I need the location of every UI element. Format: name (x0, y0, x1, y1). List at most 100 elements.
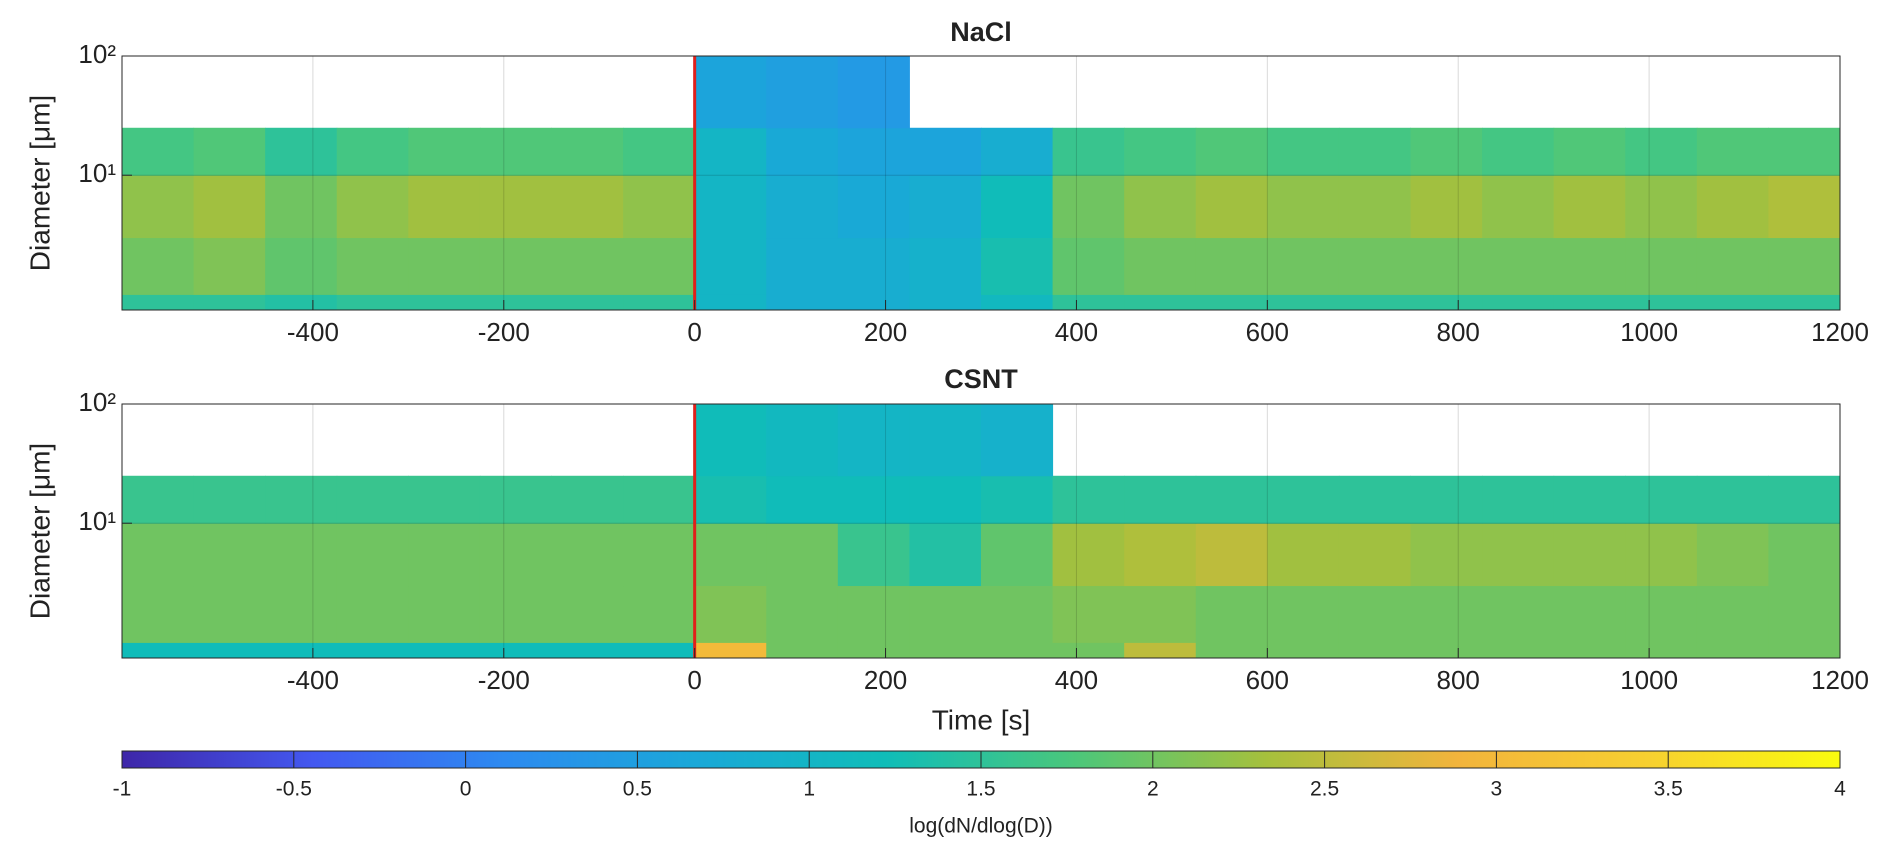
heat-cell (837, 294, 910, 311)
heat-cell (1482, 523, 1555, 587)
heat-cell (265, 475, 338, 524)
x-tick-label: 400 (1055, 665, 1098, 695)
heat-cell (336, 127, 409, 176)
colorbar-label: log(dN/dlog(D)) (909, 815, 1053, 838)
heat-cell (1696, 294, 1769, 311)
heat-cell (909, 237, 982, 295)
heat-cell (694, 175, 767, 239)
panel: -400 -200 0 200 400 600 800 1000 1200 10¹ 10² CSNT D… (24, 364, 1869, 735)
colorbar-tick-label: 2.5 (1310, 778, 1339, 801)
heat-cell (1553, 175, 1626, 239)
heat-cell (1124, 175, 1197, 239)
heat-cell (694, 475, 767, 524)
heat-cell (1768, 294, 1841, 311)
heat-cell (981, 642, 1054, 659)
x-tick-label: 1200 (1811, 317, 1869, 347)
heat-cell (479, 475, 552, 524)
heat-cell (766, 127, 839, 176)
heat-cell (1410, 175, 1483, 239)
colorbar-tick-label: 4 (1834, 778, 1846, 801)
heat-cell (909, 294, 982, 311)
heat-cell (336, 237, 409, 295)
heat-cell (694, 127, 767, 176)
heat-cell (1195, 237, 1268, 295)
heat-cell (1195, 127, 1268, 176)
heat-cell (694, 642, 767, 659)
y-tick-label: 10² (78, 39, 116, 69)
heat-cell (1195, 523, 1268, 587)
heat-cell (336, 294, 409, 311)
heat-cell (1052, 294, 1125, 311)
heat-cell (408, 175, 481, 239)
heat-cell (336, 475, 409, 524)
heat-cell (122, 175, 195, 239)
heat-cell (551, 585, 624, 643)
heat-cell (551, 523, 624, 587)
heat-cell (694, 523, 767, 587)
heat-cell (694, 404, 767, 477)
heat-cell (1338, 127, 1411, 176)
heat-cell (551, 475, 624, 524)
colorbar-tick-label: -1 (113, 778, 132, 801)
x-tick-label: 0 (687, 317, 701, 347)
heat-cell (1696, 523, 1769, 587)
panel: -400 -200 0 200 400 600 800 1000 1200 10¹ 10² NaCl D… (24, 17, 1869, 347)
heat-cell (1410, 642, 1483, 659)
heat-cell (1553, 127, 1626, 176)
heat-cell (1267, 237, 1340, 295)
x-tick-label: 400 (1055, 317, 1098, 347)
heat-cell (981, 523, 1054, 587)
heat-cell (766, 237, 839, 295)
heat-cell (837, 175, 910, 239)
heat-cell (623, 175, 696, 239)
heat-cell (1696, 127, 1769, 176)
heat-cell (265, 127, 338, 176)
heat-cell (1124, 585, 1197, 643)
heat-cell (981, 585, 1054, 643)
heat-cell (265, 175, 338, 239)
heat-cell (1625, 127, 1698, 176)
heat-cell (551, 294, 624, 311)
panel-title: CSNT (944, 364, 1018, 394)
heat-cell (1267, 294, 1340, 311)
heat-cell (623, 475, 696, 524)
heat-cell (837, 404, 910, 477)
heat-cell (766, 585, 839, 643)
heat-cell (766, 175, 839, 239)
heat-cell (623, 523, 696, 587)
heat-cell (1124, 523, 1197, 587)
heat-cell (1410, 475, 1483, 524)
heat-cell (909, 642, 982, 659)
x-tick-label: 1000 (1620, 665, 1678, 695)
heat-cell (1195, 475, 1268, 524)
heat-cell (909, 475, 982, 524)
heat-cell (1052, 127, 1125, 176)
heat-cell (193, 642, 266, 659)
x-tick-label: 800 (1437, 317, 1480, 347)
heat-cell (623, 642, 696, 659)
heat-cell (623, 294, 696, 311)
heat-cell (1625, 175, 1698, 239)
heat-cell (1553, 523, 1626, 587)
colorbar-tick-label: 0.5 (623, 778, 652, 801)
heat-cell (694, 237, 767, 295)
y-tick-label: 10¹ (78, 506, 116, 536)
x-tick-label: 600 (1246, 317, 1289, 347)
heat-cell (1052, 523, 1125, 587)
heat-cell (479, 127, 552, 176)
colorbar-tick-label: 1 (803, 778, 815, 801)
heat-cell (193, 294, 266, 311)
heat-cell (336, 523, 409, 587)
heat-cell (837, 237, 910, 295)
y-tick-label: 10¹ (78, 158, 116, 188)
heat-cell (981, 294, 1054, 311)
heat-cell (1553, 294, 1626, 311)
heat-cell (981, 475, 1054, 524)
heat-cell (193, 475, 266, 524)
heat-cell (623, 585, 696, 643)
x-tick-label: 600 (1246, 665, 1289, 695)
heat-cell (1553, 237, 1626, 295)
heat-cell (837, 127, 910, 176)
axes-frame (121, 55, 1841, 311)
